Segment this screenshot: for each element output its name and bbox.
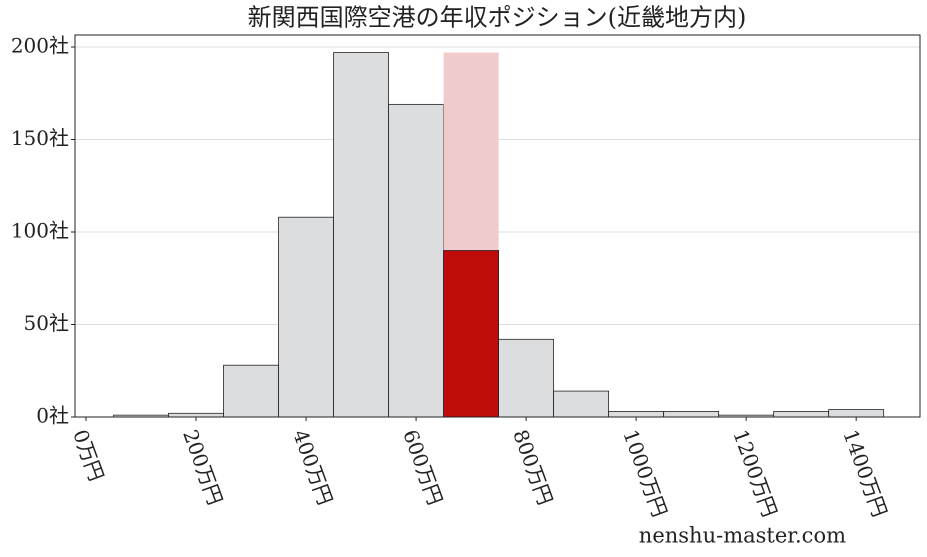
chart-title: 新関西国際空港の年収ポジション(近畿地方内) — [248, 4, 747, 32]
bar — [773, 411, 830, 418]
x-tick-label: 1400万円 — [838, 426, 892, 520]
x-tick-label: 0万円 — [68, 426, 109, 484]
y-tick-label: 0社 — [36, 404, 69, 428]
bar — [498, 338, 555, 418]
y-tick-label: 200社 — [11, 34, 69, 58]
x-tick-label: 1000万円 — [618, 426, 672, 520]
bar — [333, 52, 389, 418]
bar — [828, 409, 885, 418]
watermark: nenshu-master.com — [639, 524, 846, 548]
bar — [223, 364, 279, 418]
bar — [553, 390, 610, 418]
highlight-bar — [443, 250, 500, 418]
bar — [168, 412, 224, 418]
bar — [278, 216, 334, 418]
bar — [388, 103, 444, 418]
y-tick-label: 150社 — [11, 126, 69, 150]
plot-frame — [74, 34, 921, 418]
x-tick-label: 400万円 — [288, 426, 337, 508]
y-tick-label: 100社 — [11, 219, 69, 243]
x-tick-label: 1200万円 — [728, 426, 782, 520]
x-tick-label: 600万円 — [398, 426, 447, 508]
marks — [113, 52, 885, 418]
x-tick-label: 200万円 — [178, 426, 227, 508]
bar — [663, 411, 720, 418]
bar — [608, 411, 665, 418]
x-tick-label: 800万円 — [508, 426, 557, 508]
y-tick-label: 50社 — [24, 311, 69, 335]
